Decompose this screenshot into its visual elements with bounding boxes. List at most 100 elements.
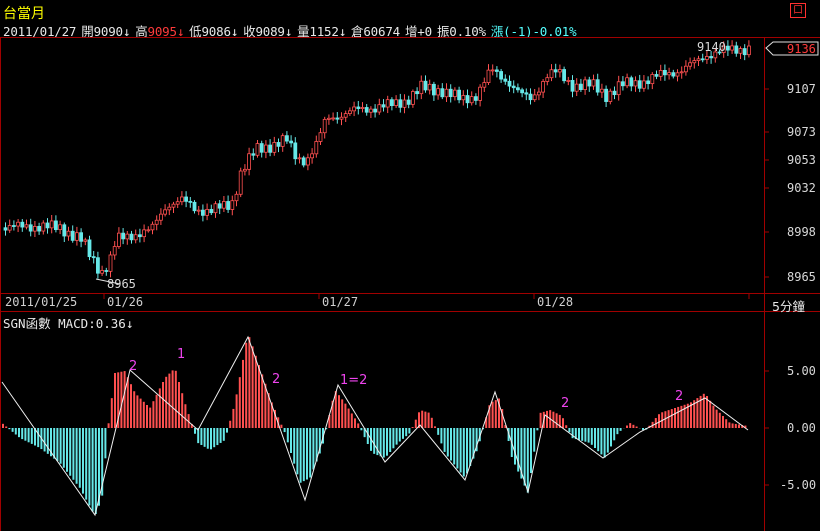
candle (591, 74, 596, 90)
low-value: 9086 (201, 24, 231, 39)
candle (293, 137, 298, 165)
candle (646, 76, 650, 90)
candle (121, 228, 125, 245)
candle (96, 251, 100, 279)
candle (700, 53, 705, 63)
price-tick: 9073 (787, 125, 816, 139)
candle (259, 140, 264, 158)
candle (553, 63, 558, 78)
wave-labels: 2 1 2 1=2 2 2 (129, 347, 683, 411)
candle (642, 75, 646, 92)
candle (175, 197, 180, 209)
candle (347, 107, 352, 116)
candle (503, 74, 508, 85)
candle (158, 208, 163, 226)
high-arrow: ↓ (176, 24, 185, 39)
candle (125, 231, 130, 245)
candle (532, 89, 537, 103)
candle (469, 91, 474, 106)
candle (268, 139, 273, 157)
candle (612, 86, 617, 100)
candle (574, 78, 579, 96)
candle (431, 81, 436, 101)
candle (352, 101, 357, 117)
indicator-tick: -5.00 (780, 478, 816, 492)
candle (179, 191, 184, 206)
candle (129, 230, 134, 244)
candle (75, 226, 79, 246)
candle (520, 87, 524, 98)
candle (188, 196, 193, 208)
date-label: 01/28 (537, 295, 573, 309)
current-price-tag: 9136 (765, 41, 819, 56)
date-label: 01/26 (107, 295, 143, 309)
candle (478, 84, 483, 107)
candle (423, 75, 428, 93)
candle (667, 67, 671, 80)
candle (671, 69, 676, 79)
candle (490, 64, 495, 76)
candle (83, 237, 88, 246)
date-label: 2011/01/25 (5, 295, 77, 309)
candle (45, 218, 50, 234)
candle (276, 138, 281, 153)
candle (322, 116, 327, 139)
wave-label: 2 (675, 389, 683, 404)
candle (440, 83, 445, 100)
candle (721, 41, 726, 58)
candle (511, 80, 516, 94)
candle (255, 140, 260, 158)
candle (528, 88, 533, 105)
candle (621, 76, 625, 91)
candle (200, 204, 205, 222)
price-tick: 9107 (787, 82, 816, 96)
candle (482, 77, 487, 92)
candle (192, 200, 197, 214)
candle (688, 57, 692, 70)
candle (263, 140, 268, 159)
candle (415, 87, 420, 100)
candle (507, 75, 512, 92)
candle (108, 251, 113, 278)
wave-label: 2 (129, 359, 137, 374)
candle (238, 167, 243, 198)
candle (146, 226, 151, 233)
candle (436, 84, 441, 100)
candle (205, 203, 210, 221)
candle (604, 85, 608, 108)
candle (16, 219, 21, 233)
volume-label: 量 (297, 24, 310, 39)
candle (658, 64, 663, 81)
candle (654, 70, 659, 80)
candle (104, 267, 109, 276)
candle (427, 79, 432, 95)
candle (112, 241, 117, 260)
candle (566, 76, 571, 86)
close-arrow: ↓ (284, 24, 293, 39)
candle (663, 64, 667, 81)
candle (217, 200, 222, 215)
candle (305, 153, 310, 171)
candle (33, 221, 37, 237)
amplitude: 振0.10% (436, 24, 486, 39)
price-axis: 9107 9073 9053 9032 8998 8965 (764, 47, 816, 284)
price-tick: 8998 (787, 225, 816, 239)
macd-histogram (2, 337, 747, 514)
candle (234, 191, 239, 207)
low-marker-leader (95, 278, 121, 285)
indicator-arrow: ↓ (125, 316, 134, 331)
oi-change: 增+0 (404, 24, 432, 39)
candle (41, 220, 46, 235)
candle (11, 220, 16, 231)
open-value: 9090 (93, 24, 124, 39)
candle (629, 75, 634, 92)
candle (562, 66, 566, 84)
wave-label: 2 (272, 372, 280, 387)
close-button[interactable]: 口 (790, 3, 806, 18)
low-label: 低 (189, 24, 202, 39)
candle (142, 224, 147, 243)
period-selector[interactable]: 5分鐘 (772, 299, 805, 314)
oi-label: 倉 (351, 24, 364, 39)
candle (373, 104, 378, 118)
